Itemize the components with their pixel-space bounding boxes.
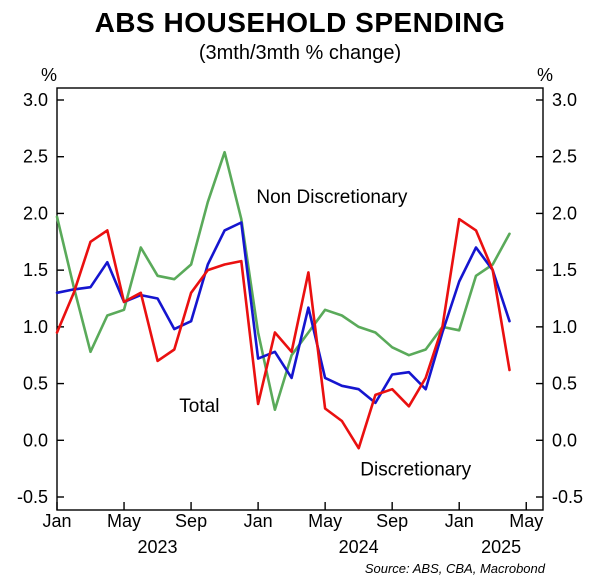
y-tick-label-right: 1.5 [552, 260, 577, 280]
y-axis-unit-right: % [537, 65, 553, 85]
y-tick-label-right: 2.5 [552, 147, 577, 167]
series-discretionary-line [55, 217, 511, 450]
spending-line-chart: Source: ABS, CBA, Macrobond % % 3.0 3.0 2.5 2… [17, 65, 583, 576]
y-tick-label-right: 0.5 [552, 374, 577, 394]
y-tick-label-left: 2.0 [23, 203, 48, 223]
x-tick-label: Sep [175, 511, 207, 531]
series-total-label: Total [179, 396, 219, 417]
x-tick-label: Jan [42, 511, 71, 531]
y-tick-label-right: 3.0 [552, 90, 577, 110]
y-tick-label-left: 0.0 [23, 430, 48, 450]
series-total-line [55, 221, 511, 405]
x-year-label: 2023 [138, 537, 178, 557]
y-tick-label-right: 0.0 [552, 430, 577, 450]
series-non_discretionary-line [55, 150, 511, 412]
series-discretionary-label: Discretionary [360, 459, 471, 480]
y-tick-label-left: 3.0 [23, 90, 48, 110]
x-year-label: 2025 [481, 537, 521, 557]
x-year-label: 2024 [339, 537, 379, 557]
y-axis-unit-left: % [41, 65, 57, 85]
chart-subtitle: (3mth/3mth % change) [198, 41, 402, 64]
y-tick-label-right: 1.0 [552, 317, 577, 337]
source-note: Source: ABS, CBA, Macrobond [365, 561, 546, 576]
y-tick-label-left: 1.0 [23, 317, 48, 337]
y-tick-label-left: -0.5 [17, 487, 48, 507]
y-tick-label-left: 0.5 [23, 374, 48, 394]
series-non_discretionary-label: Non Discretionary [256, 187, 407, 208]
chart-title: ABS HOUSEHOLD SPENDING [94, 7, 506, 38]
y-tick-label-right: -0.5 [552, 487, 583, 507]
plot-border [56, 87, 544, 511]
x-tick-label: Sep [376, 511, 408, 531]
x-tick-label: May [509, 511, 543, 531]
x-tick-label: May [308, 511, 342, 531]
x-tick-label: Jan [445, 511, 474, 531]
y-tick-label-right: 2.0 [552, 203, 577, 223]
y-tick-label-left: 2.5 [23, 147, 48, 167]
x-tick-label: May [107, 511, 141, 531]
y-tick-label-left: 1.5 [23, 260, 48, 280]
x-tick-label: Jan [244, 511, 273, 531]
